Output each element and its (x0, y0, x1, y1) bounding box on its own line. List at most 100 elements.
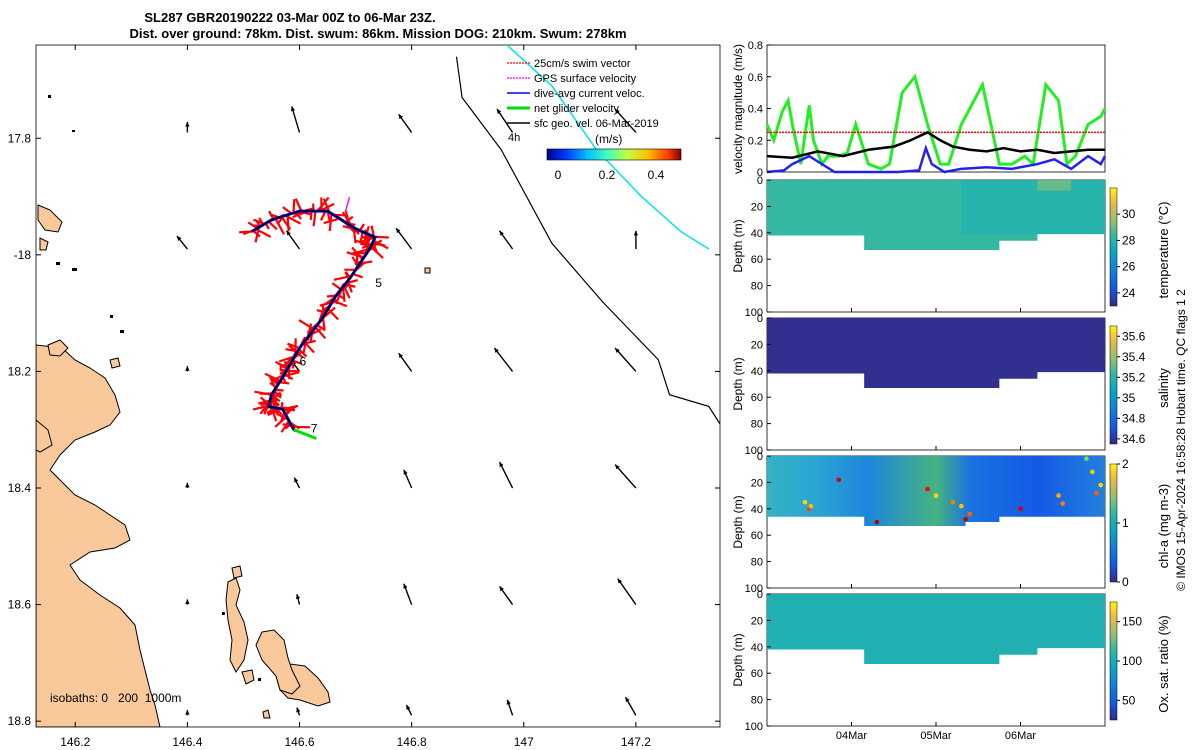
geo-vector-head (496, 109, 502, 114)
geo-vector-head (176, 236, 182, 241)
velocity-ytick-label: 0.8 (748, 40, 763, 52)
colorbar-tick-label: 35 (1122, 391, 1136, 405)
velocity-ytick-label: 0 (757, 167, 763, 179)
geo-vector-head (295, 594, 301, 600)
swim-vector (298, 319, 315, 331)
swim-vector (292, 199, 296, 214)
section-ytick-label: 20 (751, 615, 763, 627)
swim-vector (291, 359, 303, 365)
geo-vector-head (499, 462, 504, 468)
map-ticks: 146.2 146.4 146.6 146.8 147 147.2 17.8 -18 18.2 1… (8, 45, 720, 749)
section-ytick-label: 40 (751, 366, 763, 378)
figure-title-line2: Dist. over ground: 78km. Dist. swum: 86k… (129, 26, 626, 41)
isobath-1000m (455, 56, 720, 425)
map-xtick-label: 146.2 (60, 735, 90, 749)
swim-vector (274, 398, 278, 409)
colorbar-tick-label: 26 (1122, 260, 1136, 274)
geo-vector-head (185, 122, 190, 127)
section-ylabel: Depth (m) (731, 633, 745, 686)
section-ytick-label: 100 (745, 583, 763, 595)
geo-vector (614, 464, 637, 489)
swim-vector (268, 374, 277, 389)
chl-dot (1094, 490, 1099, 496)
chl-dot (808, 503, 814, 509)
swim-vector (267, 220, 278, 231)
geo-vector-head (506, 699, 511, 705)
colorbar-tick-label: 150 (1122, 615, 1142, 629)
geo-vector-head (615, 109, 620, 114)
velocity-series-line (766, 130, 1105, 159)
geo-vector (617, 578, 637, 605)
section-ylabel: Depth (m) (731, 357, 745, 410)
colorbar-tick-label: 1 (1122, 516, 1129, 530)
geo-vector-head (499, 230, 504, 236)
section-colorbar (1109, 325, 1118, 445)
chl-dot (802, 499, 808, 505)
section-colorbar (1109, 601, 1118, 721)
colorbar-tick-label: 30 (1122, 207, 1136, 221)
section-colorbar-label: temperature (°C) (1156, 202, 1171, 299)
section-ytick-label: 40 (751, 504, 763, 516)
geo-vector (493, 347, 514, 372)
colorbar-tick-label: 50 (1122, 693, 1136, 707)
section-ytick-label: 100 (745, 721, 763, 733)
map-xtick-label: 146.8 (397, 735, 427, 749)
swim-vector (253, 218, 265, 226)
swim-vector (352, 272, 364, 279)
velocity-series (765, 73, 1107, 174)
credit-text: © IMOS 15-Apr-2024 16:58:28 Hobart time.… (1174, 289, 1188, 591)
section-ytick-label: 80 (751, 695, 763, 707)
swim-vector (287, 342, 300, 350)
swim-vector (359, 260, 373, 265)
day-marker: 7 (311, 422, 318, 436)
geo-vector-head (396, 228, 401, 234)
geo-vector-head (185, 366, 190, 371)
chl-dot (1018, 506, 1023, 512)
map-frame (35, 44, 721, 728)
swim-vector (254, 227, 260, 243)
section-colorbar-label: Ox. sat. ratio (%) (1156, 615, 1171, 713)
legend-label-net: net glider velocity (534, 103, 619, 115)
chl-dot (950, 499, 956, 505)
section-ytick-label: 0 (757, 175, 763, 187)
section-xtick-label: 04Mar (836, 730, 868, 742)
coastline-specks (48, 95, 261, 681)
colorbar-tick-label: 24 (1122, 286, 1136, 300)
section-fill (767, 318, 1105, 388)
chl-dot (933, 493, 939, 498)
geo-vector-head (403, 469, 408, 475)
colorbar-tick-label: 34.8 (1122, 411, 1146, 425)
cyan-line (506, 45, 710, 250)
geo-vector (614, 347, 637, 372)
legend-label-dive: dive-avg current veloc. (534, 88, 645, 100)
section-fill (767, 456, 1105, 526)
swim-vector (252, 404, 270, 411)
map-xtick-label: 147.2 (621, 735, 651, 749)
geo-vector-head (286, 230, 291, 236)
geo-vector (614, 108, 637, 133)
map-xtick-label: 147 (514, 735, 534, 749)
section-ytick-label: 60 (751, 392, 763, 404)
geo-vector-head (406, 704, 411, 710)
colorbar-tick-label: 2 (1122, 457, 1129, 471)
legend-label-geo: sfc geo. vel. 06-Mar-2019 (534, 118, 659, 130)
geo-vector-head (290, 106, 296, 112)
swim-vector (254, 390, 272, 396)
section-xtick-label: 05Mar (920, 730, 952, 742)
geo-vector-head (398, 114, 404, 120)
section-ytick-label: 80 (751, 419, 763, 431)
geo-vector-head (294, 477, 299, 483)
map-ytick-label: 18.2 (8, 364, 32, 378)
section-colorbar (1109, 463, 1118, 583)
section-panel: 0 20 40 60 80 100 Depth (m) 50 100 150 Ox. sat. ra… (731, 589, 1171, 742)
section-ytick-label: 60 (751, 254, 763, 266)
section-ytick-label: 0 (757, 589, 763, 601)
section-band (961, 180, 1105, 235)
day-marker: 6 (300, 355, 307, 369)
speed-tick-0: 0 (555, 168, 562, 182)
geo-vector (498, 461, 514, 489)
section-ylabel: Depth (m) (731, 219, 745, 272)
section-colorbar-label: salinity (1156, 368, 1171, 408)
swim-vector (328, 213, 333, 232)
